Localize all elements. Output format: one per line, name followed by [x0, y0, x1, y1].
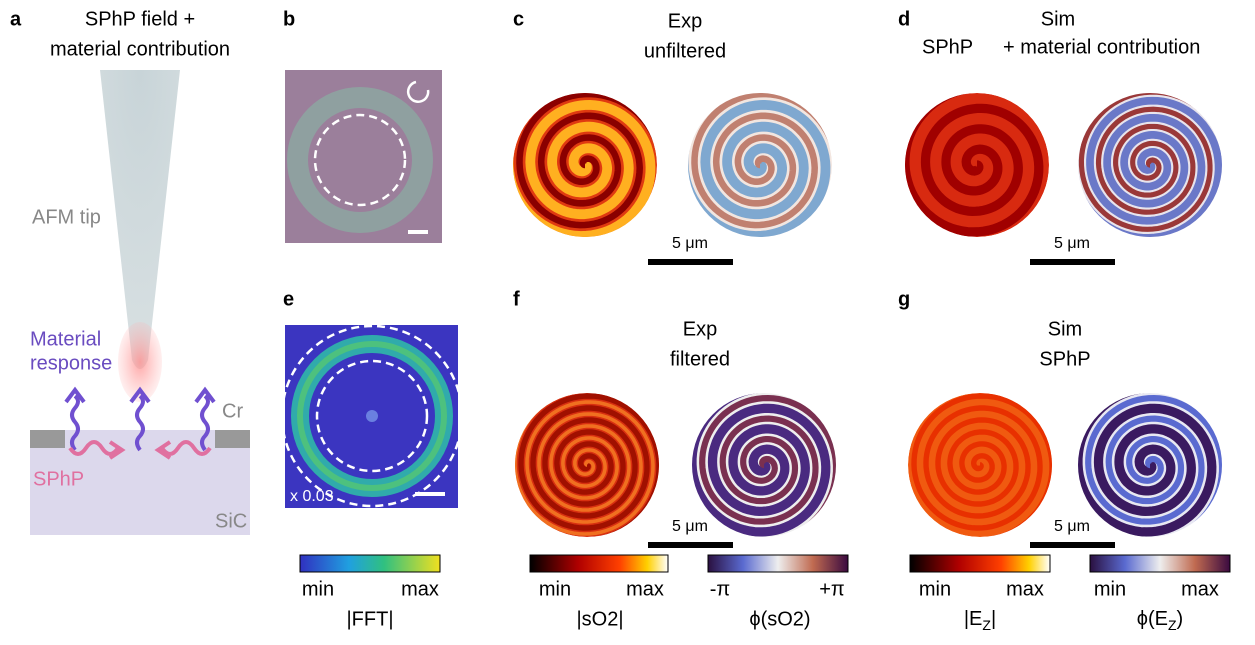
panel-title: material contribution: [50, 38, 230, 60]
colorbar: [1090, 555, 1230, 572]
panel-title: Exp: [683, 318, 717, 340]
panel-title: Sim: [1041, 8, 1075, 30]
response-label: response: [30, 352, 112, 374]
figure: a SPhP field + material contribution AFM…: [0, 0, 1255, 640]
tip-label: AFM tip: [32, 206, 101, 228]
colorbar-name: |sO2|: [576, 608, 623, 630]
panel-subtitle: + material contribution: [1003, 36, 1200, 58]
panel-label: g: [898, 288, 910, 310]
panel-title: SPhP field +: [85, 8, 195, 30]
panel-title: unfiltered: [644, 40, 726, 62]
colorbar-max: max: [401, 578, 439, 600]
colorbar-min: min: [1094, 578, 1126, 600]
panel-label: a: [10, 8, 22, 30]
spiral-map: [681, 83, 838, 247]
panel-label: e: [283, 288, 294, 310]
colorbar: [300, 555, 440, 572]
spiral-map: [1073, 84, 1227, 247]
colorbar-max: max: [626, 578, 664, 600]
scale-label: 5 μm: [1054, 518, 1090, 535]
name-part: |: [991, 608, 996, 630]
ring-hole: [308, 108, 412, 212]
panel-label: f: [513, 288, 520, 310]
sic-label: SiC: [215, 510, 247, 532]
colorbar-min: min: [539, 578, 571, 600]
colorbar: [910, 555, 1050, 572]
colorbar: [530, 555, 668, 572]
sphp-label: SPhP: [33, 468, 84, 490]
colorbar-name: |FFT|: [346, 608, 393, 630]
colorbar-max: +π: [819, 578, 844, 600]
spiral-map: [902, 393, 1052, 540]
fft-center: [366, 410, 378, 422]
name-part: |E: [964, 608, 983, 630]
cr-layer: [30, 430, 65, 448]
scale-label: 5 μm: [672, 518, 708, 535]
panel-title: SPhP: [1039, 348, 1090, 370]
fft-factor: x 0.03: [290, 488, 334, 505]
panel-label: d: [898, 8, 910, 30]
spiral-map: [506, 83, 663, 247]
panel-title: Sim: [1048, 318, 1082, 340]
colorbar-min: min: [919, 578, 951, 600]
panel-label: b: [283, 8, 295, 30]
panel-label: c: [513, 8, 524, 30]
colorbar-min: min: [302, 578, 334, 600]
spiral-map: [509, 390, 665, 540]
name-part: ): [1177, 608, 1184, 630]
colorbar-name: |EZ|: [964, 608, 996, 632]
colorbar-min: -π: [710, 578, 730, 600]
colorbar-max: max: [1181, 578, 1219, 600]
cr-layer: [215, 430, 250, 448]
cr-label: Cr: [222, 400, 243, 422]
colorbar-max: max: [1006, 578, 1044, 600]
spiral-arm: [509, 396, 659, 540]
scale-label: 5 μm: [672, 235, 708, 252]
response-label: Material: [30, 328, 101, 350]
spiral-map: [1068, 388, 1233, 542]
name-part: ϕ(E: [1137, 608, 1168, 630]
scale-label: 5 μm: [1054, 235, 1090, 252]
panel-title: filtered: [670, 348, 730, 370]
panel-title: Exp: [668, 10, 702, 32]
panel-subtitle: SPhP: [922, 36, 973, 58]
colorbar: [708, 555, 848, 572]
colorbar-name: ϕ(sO2): [749, 608, 810, 630]
spiral-map: [905, 88, 1059, 237]
colorbar-name: ϕ(EZ): [1137, 608, 1183, 632]
spiral-arm: [902, 396, 1052, 540]
